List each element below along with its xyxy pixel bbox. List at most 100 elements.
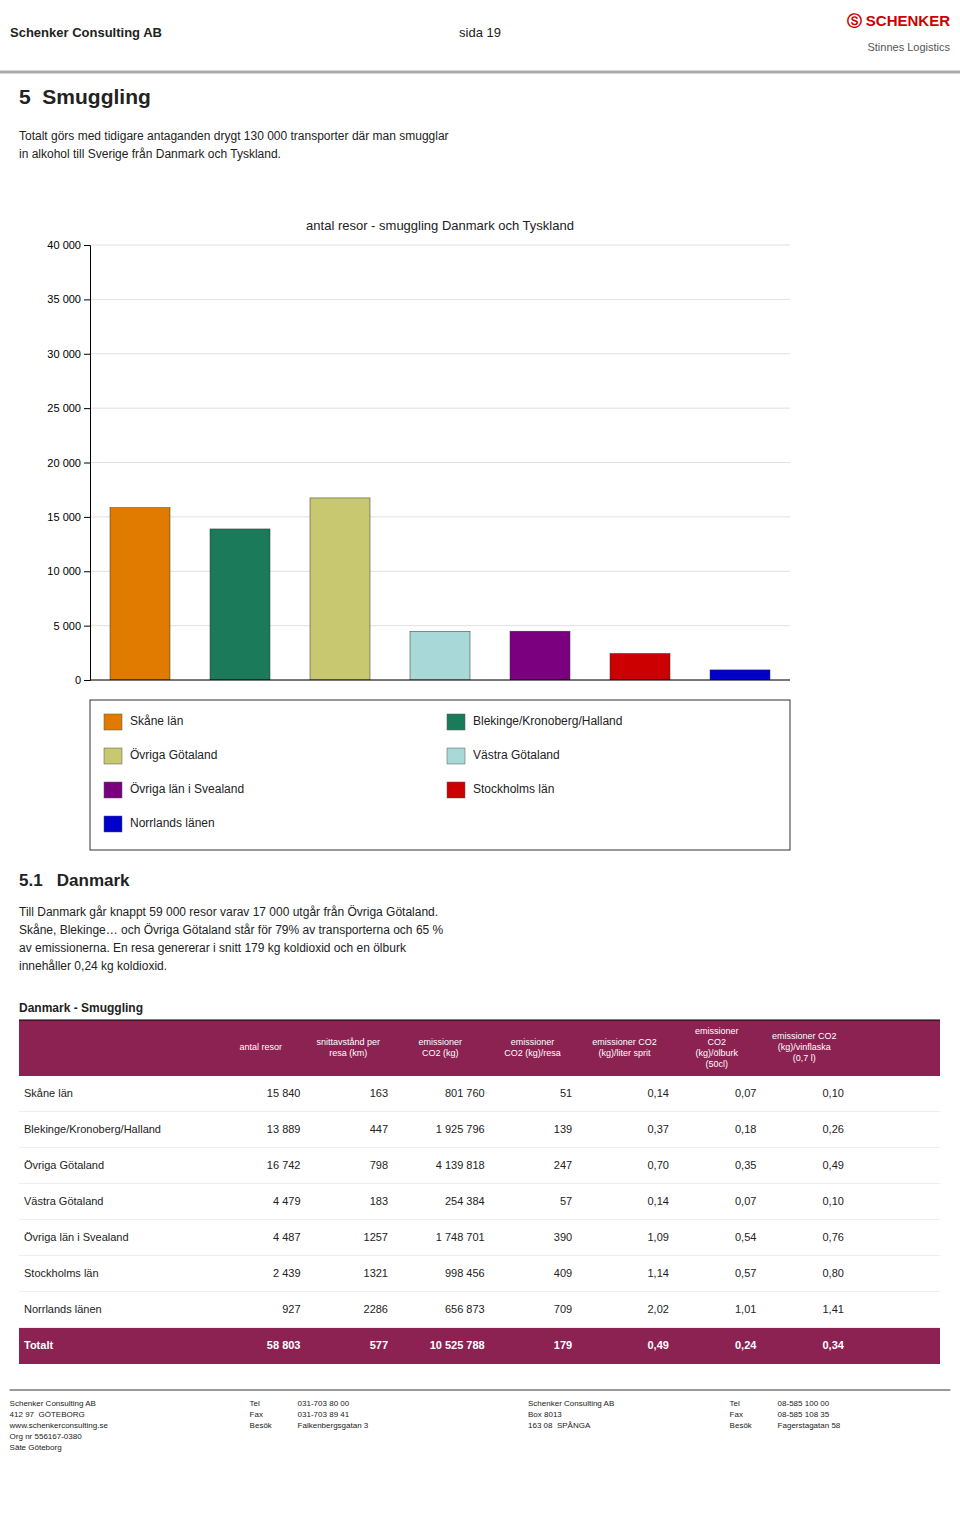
table-column-header-line: (kg)/vinflaska bbox=[778, 1042, 831, 1052]
footer-text-line: Säte Göteborg bbox=[10, 1443, 62, 1452]
table-column-header: antal resor bbox=[239, 1042, 282, 1052]
footer-text-line: Falkenbergsgatan 3 bbox=[298, 1421, 369, 1430]
table-total-bg bbox=[19, 1328, 940, 1364]
legend-label: Skåne län bbox=[130, 714, 183, 728]
y-tick-label: 20 000 bbox=[47, 457, 81, 469]
table-cell: 1,14 bbox=[647, 1267, 668, 1279]
table-cell: 1 748 701 bbox=[436, 1231, 485, 1243]
table-cell: 0,14 bbox=[647, 1087, 668, 1099]
page-number-line: sida 19 bbox=[459, 25, 501, 40]
logo-subtitle: Stinnes Logistics bbox=[867, 41, 950, 53]
table-row-bg bbox=[19, 1184, 940, 1220]
legend-item: Blekinge/Kronoberg/Halland bbox=[447, 714, 622, 730]
table-cell: 0,10 bbox=[822, 1195, 843, 1207]
y-tick-mark bbox=[84, 354, 90, 355]
table-cell: 0,14 bbox=[647, 1195, 668, 1207]
table-row-label-line: Norrlands länen bbox=[24, 1303, 102, 1315]
intro-text-line: in alkohol till Sverige från Danmark och… bbox=[19, 147, 281, 161]
logo: Ⓢ SCHENKER bbox=[847, 12, 951, 29]
legend-item: Västra Götaland bbox=[447, 748, 560, 764]
table-row: Blekinge/Kronoberg/Halland13 8894471 925… bbox=[19, 1112, 940, 1148]
footer-text-line: Schenker Consulting AB bbox=[10, 1399, 96, 1408]
table-cell: 798 bbox=[370, 1159, 388, 1171]
table-cell: 0,49 bbox=[822, 1159, 843, 1171]
table-cell-line: 0,57 bbox=[735, 1267, 756, 1279]
table-cell: 0,70 bbox=[647, 1159, 668, 1171]
table-cell: 51 bbox=[560, 1087, 572, 1099]
footer-text-line: 08-585 108 35 bbox=[778, 1410, 830, 1419]
footer-text: 031-703 80 00031-703 89 41Falkenbergsgat… bbox=[298, 1399, 369, 1430]
table-cell: 0,18 bbox=[735, 1123, 756, 1135]
table-column-header-line: (kg)/liter sprit bbox=[599, 1048, 652, 1058]
table-column-header-line: (kg)/ölburk bbox=[695, 1048, 738, 1058]
y-tick-label: 40 000 bbox=[47, 239, 81, 251]
table-cell: 1,09 bbox=[647, 1231, 668, 1243]
y-tick-mark bbox=[84, 299, 90, 300]
y-tick: 20 000 bbox=[47, 457, 90, 469]
table-cell: 656 873 bbox=[445, 1303, 485, 1315]
table-row-label: Skåne län bbox=[24, 1087, 73, 1099]
table-cell: 254 384 bbox=[445, 1195, 485, 1207]
header-company: Schenker Consulting AB bbox=[10, 25, 162, 40]
table-cell: 0,10 bbox=[822, 1087, 843, 1099]
table-column-header-line: (50cl) bbox=[705, 1059, 728, 1069]
footer-text-line: Besök bbox=[730, 1421, 753, 1430]
y-tick: 10 000 bbox=[47, 565, 90, 577]
table: Danmark - Smugglingantal resorsnittavstå… bbox=[19, 1001, 940, 1364]
page: Schenker Consulting AB sida 19 Ⓢ SCHENKER S… bbox=[0, 0, 960, 1514]
table-cell-line: 0,10 bbox=[822, 1087, 843, 1099]
table-cell-line: 0,14 bbox=[647, 1195, 668, 1207]
intro-text: Totalt görs med tidigare antaganden dryg… bbox=[19, 129, 449, 161]
table-column-header-line: CO2 bbox=[707, 1037, 726, 1047]
section-text: Till Danmark går knappt 59 000 resor var… bbox=[19, 905, 438, 919]
y-tick-mark bbox=[84, 517, 90, 518]
footer-text: Schenker Consulting AB 412 97 GÖTEBORG www… bbox=[9, 1399, 109, 1452]
table-cell-line: 0,76 bbox=[822, 1231, 843, 1243]
table-cell: 1257 bbox=[364, 1231, 388, 1243]
legend-label-line: Västra Götaland bbox=[473, 748, 560, 762]
y-axis: 05 00010 00015 00020 00025 00030 00035 0… bbox=[47, 239, 90, 686]
bar bbox=[310, 498, 370, 680]
footer-text: TelFaxBesök bbox=[250, 1399, 273, 1430]
table-cell: 2286 bbox=[364, 1303, 388, 1315]
table-cell-line: 1,01 bbox=[735, 1303, 756, 1315]
table-row-bg bbox=[19, 1148, 940, 1184]
table-cell-line: 16 742 bbox=[267, 1159, 301, 1171]
legend-swatch bbox=[104, 782, 122, 798]
y-tick-mark bbox=[84, 626, 90, 627]
table-row-label: Stockholms län bbox=[24, 1267, 99, 1279]
table-cell: 927 bbox=[282, 1303, 300, 1315]
table-total-cell-line: 577 bbox=[370, 1339, 388, 1351]
y-tick: 15 000 bbox=[47, 511, 90, 523]
footer-text-line: Tel bbox=[730, 1399, 740, 1408]
table-column-header-line: emissioner bbox=[419, 1037, 463, 1047]
table-cell-line: 15 840 bbox=[267, 1087, 301, 1099]
legend-label-line: Skåne län bbox=[130, 714, 183, 728]
bar bbox=[210, 529, 270, 680]
table-total-cell: 0,49 bbox=[647, 1339, 668, 1351]
table-column-header: emissionerCO2(kg)/ölburk(50cl) bbox=[695, 1026, 739, 1069]
table-column-header: emissionerCO2 (kg) bbox=[419, 1037, 463, 1058]
legend-item: Stockholms län bbox=[447, 782, 554, 798]
table-cell-line: 1257 bbox=[364, 1231, 388, 1243]
table-cell-line: 183 bbox=[370, 1195, 388, 1207]
legend-label: Blekinge/Kronoberg/Halland bbox=[473, 714, 622, 728]
grid-line bbox=[90, 408, 790, 409]
footer-text-line: www.schenkerconsulting.se bbox=[9, 1421, 109, 1430]
table-row-label: Västra Götaland bbox=[24, 1195, 104, 1207]
bar bbox=[110, 508, 170, 680]
table-cell-line: 1,41 bbox=[822, 1303, 843, 1315]
y-tick-mark bbox=[84, 408, 90, 409]
footer-text-line: Org nr 556167-0380 bbox=[10, 1432, 83, 1441]
table-cell-line: 247 bbox=[554, 1159, 572, 1171]
y-tick-label: 35 000 bbox=[47, 293, 81, 305]
footer-text-line: Besök bbox=[250, 1421, 273, 1430]
footer-text-line: Tel bbox=[250, 1399, 260, 1408]
table-total-cell: 179 bbox=[554, 1339, 572, 1351]
legend-label: Övriga län i Svealand bbox=[130, 782, 244, 796]
footer-text-line: 412 97 GÖTEBORG bbox=[10, 1410, 85, 1419]
table-column-header: snittavstånd perresa (km) bbox=[316, 1037, 380, 1058]
y-tick-label: 15 000 bbox=[47, 511, 81, 523]
table-row: Övriga län i Svealand4 48712571 748 7013… bbox=[19, 1220, 940, 1256]
table-column-header-line: resa (km) bbox=[329, 1048, 367, 1058]
